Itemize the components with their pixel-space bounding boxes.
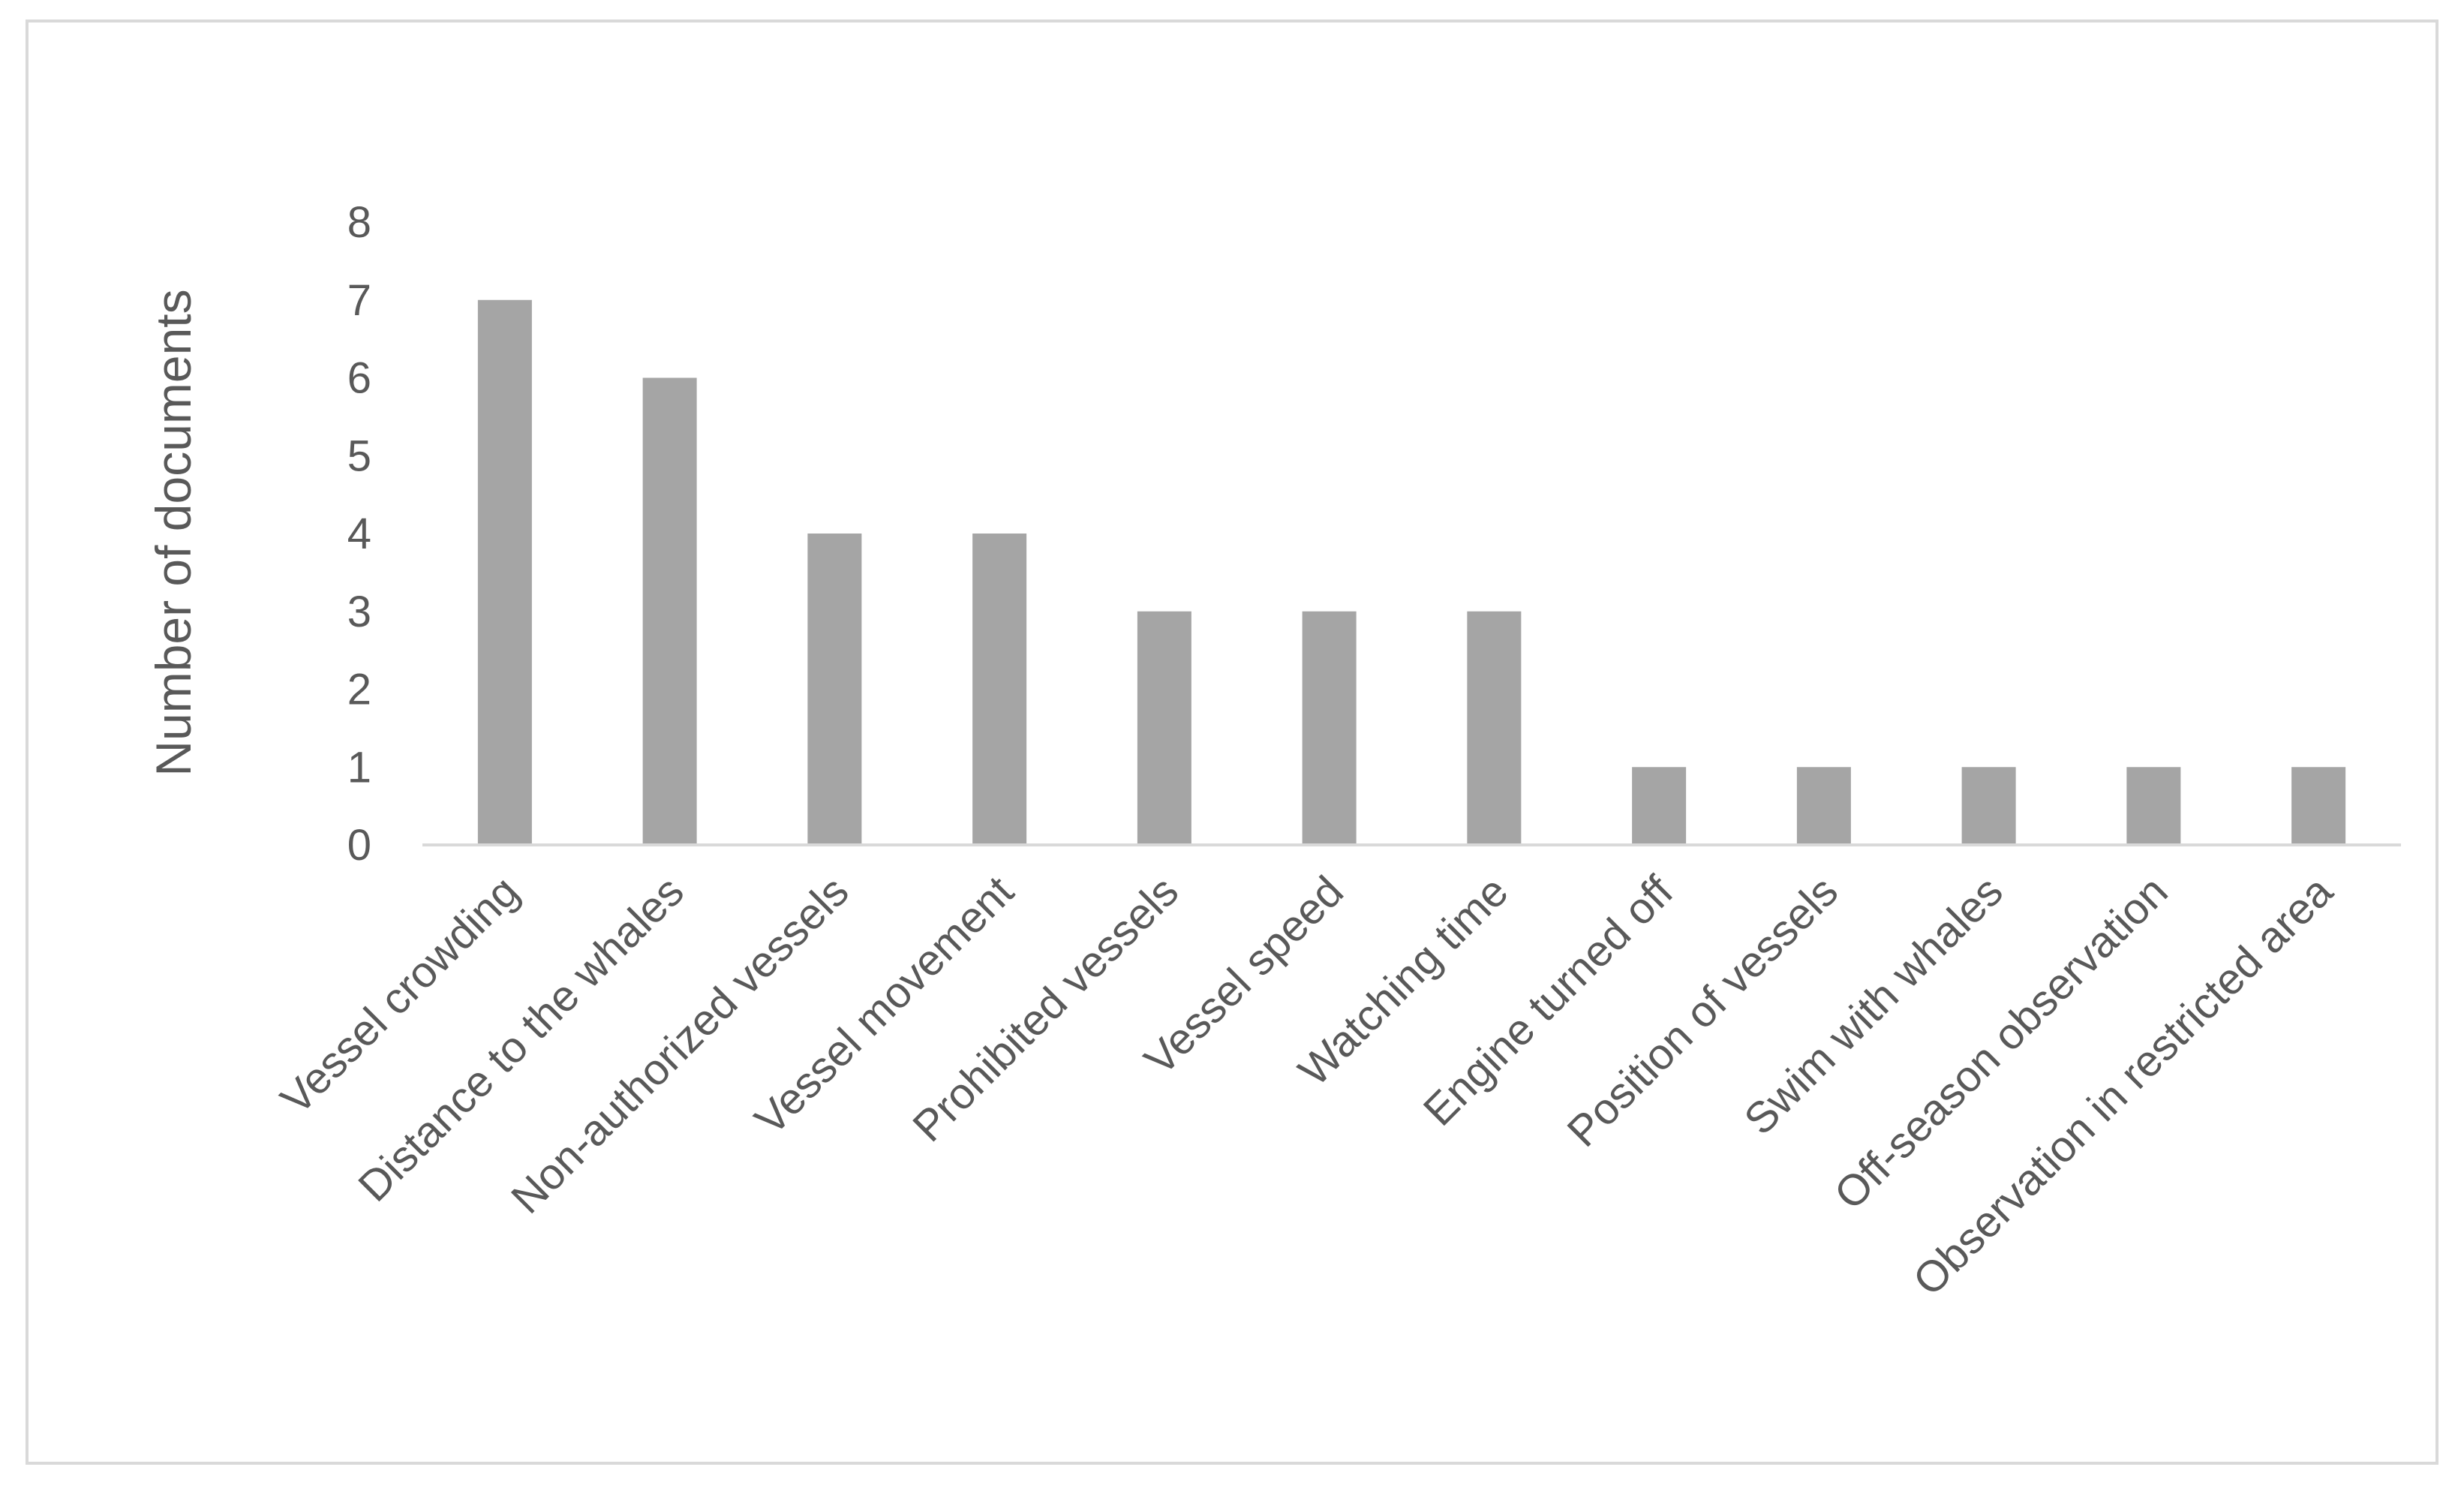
bar-series <box>477 299 2346 845</box>
y-tick-label: 0 <box>347 821 371 870</box>
y-tick-label: 8 <box>347 198 371 247</box>
bar <box>1302 611 1357 845</box>
y-tick-label: 6 <box>347 354 371 403</box>
y-tick-label: 2 <box>347 666 371 714</box>
bar <box>1137 611 1191 845</box>
bar <box>972 534 1027 845</box>
y-axis: 0 1 2 3 4 5 6 7 8 <box>347 198 371 870</box>
bar <box>1467 611 1522 845</box>
chart-border <box>26 20 2438 1465</box>
y-tick-label: 7 <box>347 276 371 325</box>
bar <box>642 377 697 845</box>
y-tick-label: 5 <box>347 431 371 480</box>
bar <box>477 299 532 845</box>
bar <box>2291 767 2346 845</box>
y-tick-label: 3 <box>347 588 371 636</box>
y-axis-title: Number of documents <box>146 289 201 776</box>
y-tick-label: 1 <box>347 743 371 792</box>
bar <box>2126 767 2181 845</box>
bar <box>1796 767 1851 845</box>
y-tick-label: 4 <box>347 510 371 558</box>
bar <box>1961 767 2016 845</box>
bar <box>807 534 862 845</box>
bar <box>1632 767 1687 845</box>
